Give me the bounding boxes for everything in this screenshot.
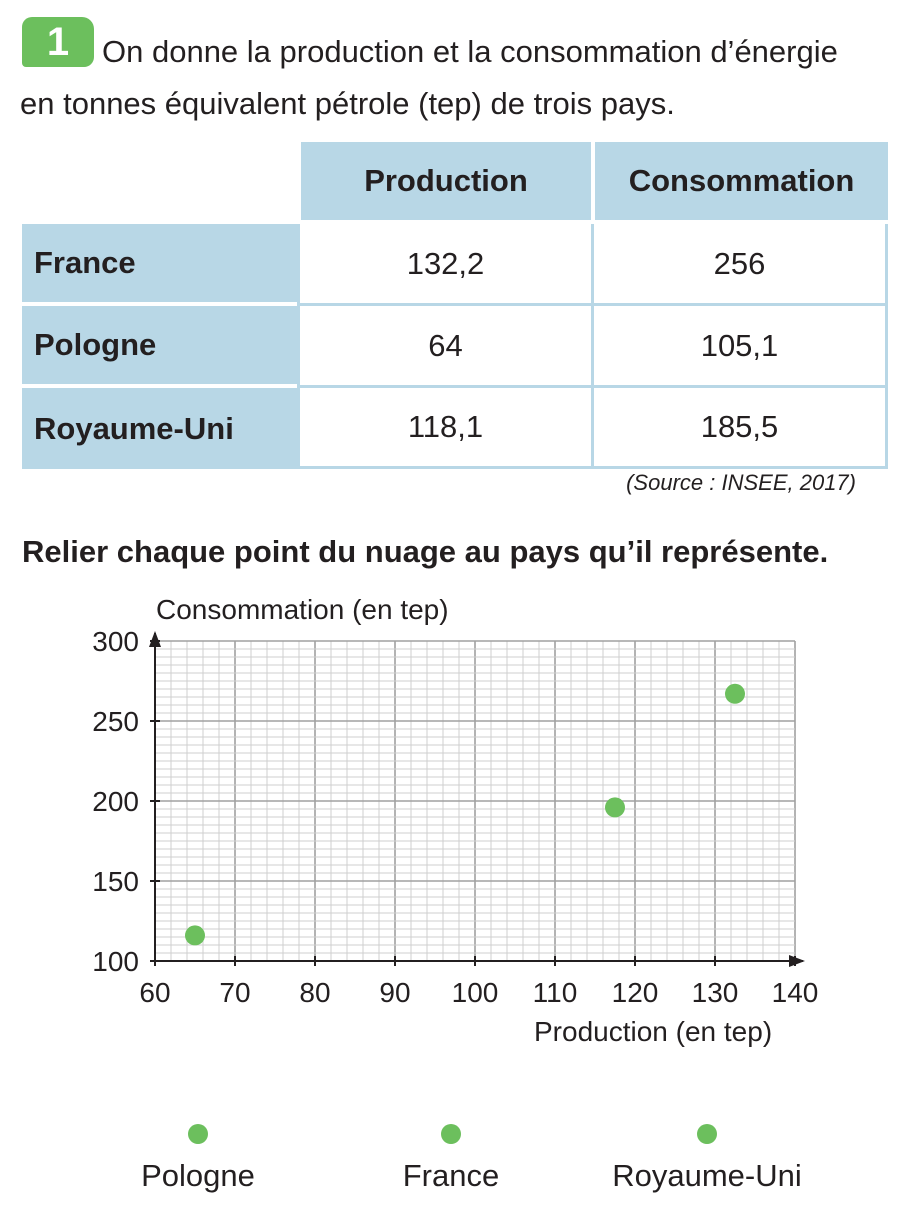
country-point-france[interactable]: France: [341, 1122, 561, 1194]
data-point[interactable]: [725, 683, 745, 704]
table-corner: [22, 142, 297, 224]
row-header-country: Royaume-Uni: [22, 388, 297, 469]
country-label: France: [402, 1158, 500, 1193]
country-label: Pologne: [141, 1158, 255, 1193]
header-production: Production: [297, 142, 591, 224]
y-tick-label: 150: [92, 866, 139, 897]
data-point[interactable]: [605, 797, 625, 818]
exercise-statement: On donne la production et la consommatio…: [20, 26, 890, 130]
table-row: France 132,2 256: [22, 224, 888, 306]
x-tick-label: 110: [533, 977, 578, 1008]
x-tick-label: 120: [612, 977, 659, 1008]
question-text: Relier chaque point du nuage au pays qu’…: [22, 534, 829, 569]
x-tick-label: 140: [772, 977, 819, 1008]
y-tick-label: 300: [92, 626, 139, 657]
x-tick-label: 60: [139, 977, 170, 1008]
table-row: Royaume-Uni 118,1 185,5: [22, 388, 888, 469]
x-tick-label: 80: [299, 977, 330, 1008]
cell-consommation: 185,5: [591, 388, 888, 469]
statement-line-1: On donne la production et la consommatio…: [102, 34, 838, 69]
x-axis-arrow-icon: [789, 955, 805, 967]
statement-line-2: en tonnes équivalent pétrole (tep) de tr…: [20, 86, 675, 121]
header-consommation: Consommation: [591, 142, 888, 224]
cell-production: 64: [297, 306, 591, 388]
point-marker[interactable]: [441, 1124, 461, 1144]
x-tick-label: 90: [379, 977, 410, 1008]
y-axis-label: Consommation (en tep): [156, 594, 449, 625]
point-marker[interactable]: [188, 1124, 208, 1144]
x-tick-label: 130: [692, 977, 739, 1008]
y-tick-label: 200: [92, 786, 139, 817]
point-marker[interactable]: [697, 1124, 717, 1144]
country-point-pologne[interactable]: Pologne: [88, 1122, 308, 1194]
y-tick-label: 100: [92, 946, 139, 977]
x-axis-label: Production (en tep): [534, 1016, 773, 1047]
cell-consommation: 256: [591, 224, 888, 306]
cell-consommation: 105,1: [591, 306, 888, 388]
row-header-country: France: [22, 224, 297, 306]
y-axis-arrow-icon: [149, 631, 161, 647]
source-note: (Source : INSEE, 2017): [626, 470, 856, 495]
scatter-chart: 60 70 80 90 100 110 120 130 140 100 150 200 250 300: [92, 626, 819, 1008]
row-header-country: Pologne: [22, 306, 297, 388]
cell-production: 132,2: [297, 224, 591, 306]
table-row: Pologne 64 105,1: [22, 306, 888, 388]
table-header-row: Production Consommation: [22, 142, 888, 224]
y-tick-label: 250: [92, 706, 139, 737]
country-label: Royaume-Uni: [612, 1158, 802, 1193]
cell-production: 118,1: [297, 388, 591, 469]
x-tick-label: 100: [452, 977, 499, 1008]
data-point[interactable]: [185, 925, 205, 946]
energy-table: Production Consommation France 132,2 256…: [22, 142, 888, 469]
x-tick-label: 70: [219, 977, 250, 1008]
exercise-number-badge: 1: [22, 17, 94, 67]
country-point-royaume-uni[interactable]: Royaume-Uni: [597, 1122, 817, 1194]
